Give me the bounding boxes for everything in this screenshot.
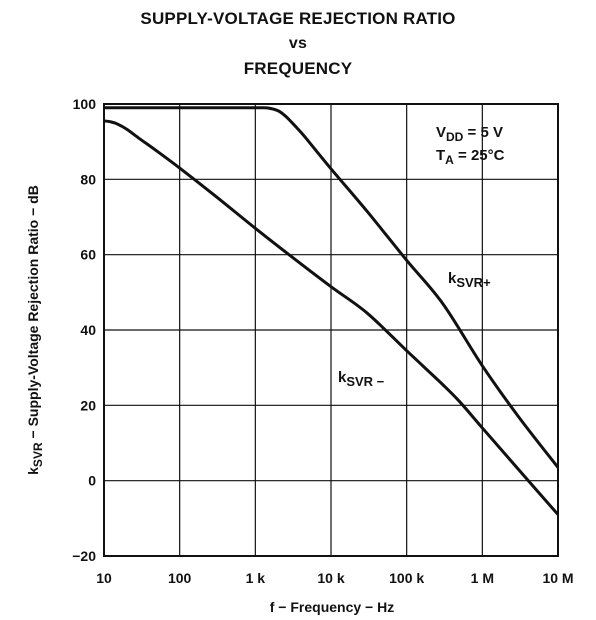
ksvr-plus-main: k [448,270,457,287]
x-axis-title: f − Frequency − Hz [270,599,394,615]
y-axis-title-sub: SVR [31,442,45,467]
condition-ta: TA = 25°C [436,147,505,167]
condition-ta-rest: = 25°C [454,147,505,164]
x-tick-label-6: 10 M [542,570,573,586]
y-axis-title: kSVR − Supply-Voltage Rejection Ratio − … [25,185,45,475]
condition-vdd: VDD = 5 V [436,124,503,144]
x-tick-label-5: 1 M [471,570,494,586]
series-group [103,106,560,516]
series-line-ksvr-minus [103,119,560,516]
ksvr-minus-main: k [338,369,347,386]
series-line-ksvr-plus [104,106,560,469]
y-tick-labels: 100 80 60 40 20 0 −20 [72,96,96,564]
y-tick-label-2: 60 [80,247,96,263]
x-tick-label-3: 10 k [317,570,344,586]
x-tick-label-2: 1 k [246,570,266,586]
condition-vdd-sub: DD [446,130,464,144]
ksvr-plus-sub: SVR+ [456,275,491,290]
y-tick-label-3: 40 [80,322,96,338]
condition-ta-main: T [436,147,445,164]
chart-title-line3: FREQUENCY [243,59,353,78]
y-tick-label-6: −20 [72,548,96,564]
x-tick-label-4: 100 k [389,570,424,586]
y-axis-title-k: k [25,467,41,475]
condition-vdd-rest: = 5 V [463,124,503,141]
condition-ta-sub: A [445,153,454,167]
grid [103,103,559,557]
chart-title-line2: vs [288,35,308,52]
x-tick-label-0: 10 [96,570,112,586]
y-tick-label-0: 100 [73,96,97,112]
condition-vdd-main: V [436,124,446,141]
y-tick-label-4: 20 [80,397,96,413]
ksvr-minus-sub: SVR − [346,374,384,389]
x-tick-labels: 10 100 1 k 10 k 100 k 1 M 10 M [96,570,573,586]
y-axis-title-rest: − Supply-Voltage Rejection Ratio − dB [25,185,41,442]
series-label-ksvr-plus: kSVR+ [448,270,491,290]
y-tick-label-5: 0 [88,473,96,489]
plot-frame [103,103,559,557]
chart-title-line1: SUPPLY-VOLTAGE REJECTION RATIO [140,9,456,28]
y-tick-label-1: 80 [80,171,96,187]
x-tick-label-1: 100 [168,570,192,586]
series-label-ksvr-minus: kSVR − [338,369,385,389]
